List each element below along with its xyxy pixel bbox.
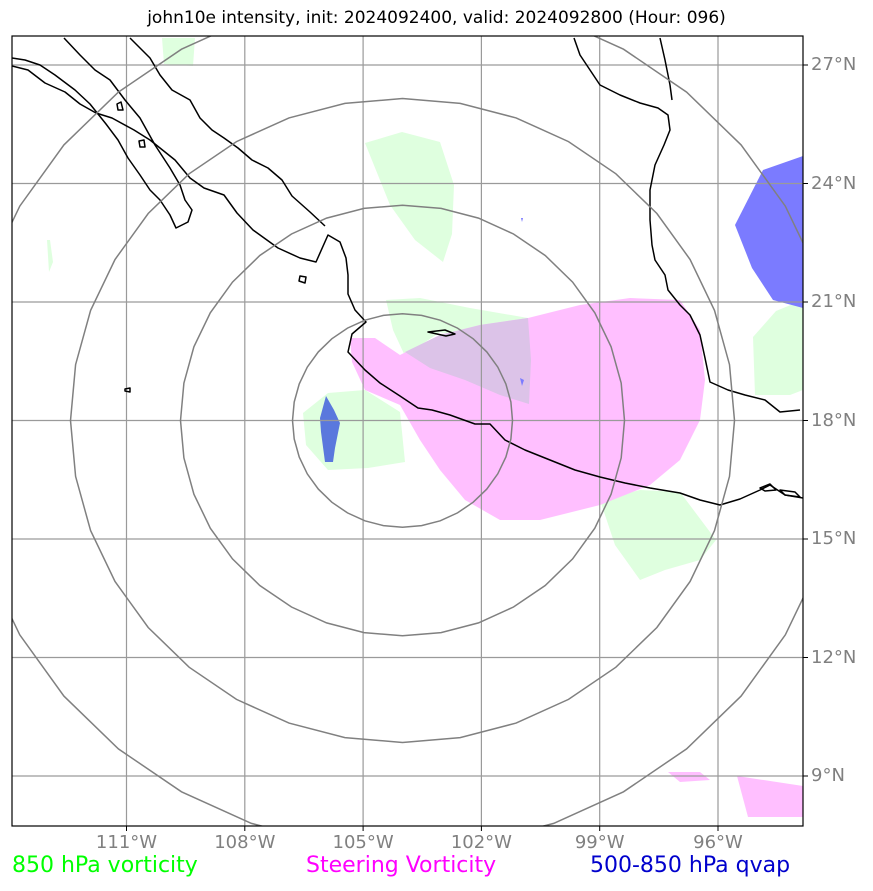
range-ring: [179, 204, 626, 637]
coastline-baja-inner: [129, 37, 326, 227]
latitude-tick-label: 18°N: [811, 409, 857, 431]
island: [298, 275, 307, 284]
vorticity-850-area: [365, 132, 454, 262]
range-rings: [12, 36, 803, 826]
steering-vorticity-area: [737, 776, 803, 817]
island: [779, 489, 801, 498]
steering-vorticity-fill: [350, 298, 803, 817]
legend-qvap: 500-850 hPa qvap: [590, 853, 791, 878]
legend-vorticity-850: 850 hPa vorticity: [12, 853, 198, 878]
latitude-tick-label: 27°N: [811, 54, 857, 75]
vorticity-overlap-area: [405, 318, 531, 404]
coastline-gulf: [573, 37, 801, 413]
longitude-tick-label: 99°W: [574, 832, 625, 853]
longitude-tick-label: 111°W: [95, 832, 158, 853]
island: [116, 101, 124, 111]
island: [427, 329, 456, 337]
map-frame: [11, 35, 804, 827]
island: [759, 483, 777, 492]
range-ring: [69, 97, 736, 744]
coastline-gulf-top: [659, 37, 673, 101]
coastline-baja: [12, 37, 193, 229]
vorticity-850-area: [47, 240, 53, 272]
latitude-tick-label: 21°N: [811, 291, 857, 312]
map-title: john10e intensity, init: 2024092400, val…: [147, 8, 726, 28]
latitude-tick-label: 15°N: [811, 528, 857, 549]
qvap-area: [520, 378, 524, 386]
latitude-tick-label: 24°N: [811, 172, 857, 194]
vorticity-850-fill: [47, 38, 803, 580]
qvap-area: [521, 218, 523, 222]
vorticity-850-area: [753, 300, 803, 395]
qvap-area: [320, 396, 340, 462]
island: [138, 139, 146, 148]
latitude-tick-label: 12°N: [811, 646, 857, 668]
longitude-tick-label: 108°W: [214, 832, 276, 853]
island: [124, 387, 131, 393]
latitude-tick-label: 9°N: [811, 765, 845, 786]
vorticity-850-area: [600, 490, 716, 580]
axis-ticks: [126, 64, 808, 831]
longitude-tick-label: 105°W: [332, 832, 394, 853]
steering-vorticity-area: [668, 772, 710, 782]
qvap-fill: [320, 156, 803, 462]
vorticity-850-area: [386, 298, 528, 356]
graticule-lines: [12, 36, 803, 826]
coastline: [12, 37, 803, 506]
legend-steering-vorticity: Steering Vorticity: [306, 853, 497, 878]
range-ring: [291, 313, 514, 528]
qvap-area: [735, 156, 803, 308]
range-ring: [12, 36, 803, 826]
longitude-tick-label: 96°W: [693, 832, 743, 853]
vorticity-850-area: [303, 390, 405, 470]
longitude-tick-label: 102°W: [450, 832, 512, 853]
